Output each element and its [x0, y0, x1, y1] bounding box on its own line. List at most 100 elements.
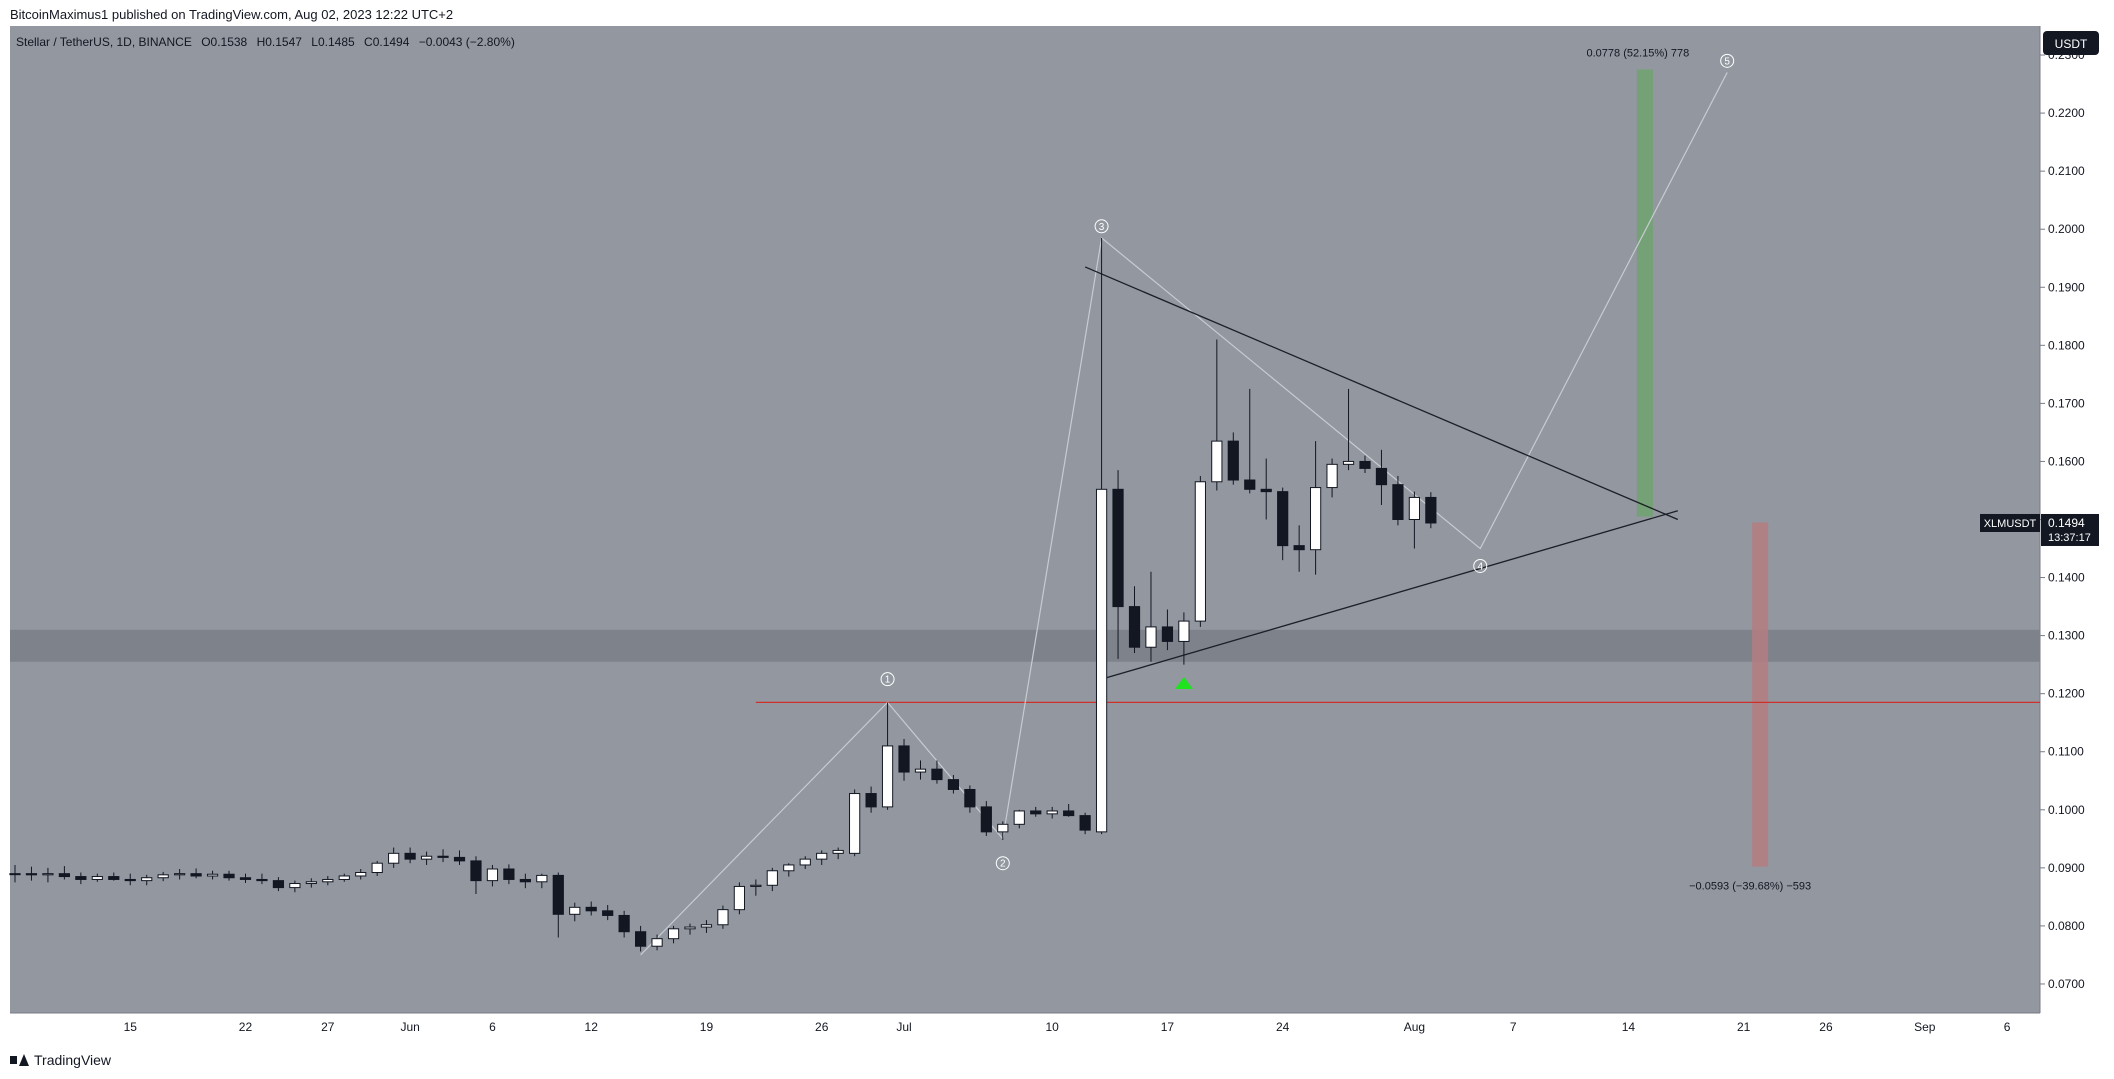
- price-axis-background[interactable]: [2040, 0, 2114, 1013]
- candle[interactable]: [585, 901, 597, 916]
- candle[interactable]: [58, 866, 70, 880]
- candle[interactable]: [602, 905, 614, 921]
- candle[interactable]: [1095, 237, 1108, 835]
- candle[interactable]: [486, 864, 499, 887]
- candle[interactable]: [997, 821, 1009, 840]
- candle[interactable]: [420, 851, 433, 865]
- candle[interactable]: [1145, 571, 1157, 662]
- candle[interactable]: [799, 856, 811, 870]
- candle[interactable]: [1375, 449, 1388, 505]
- candle[interactable]: [931, 760, 943, 784]
- candle[interactable]: [898, 738, 910, 781]
- candle[interactable]: [91, 873, 103, 882]
- candle[interactable]: [783, 863, 795, 877]
- currency-badge-bg[interactable]: [2043, 31, 2099, 55]
- candle[interactable]: [1063, 803, 1075, 817]
- candle-body: [898, 745, 910, 773]
- candle[interactable]: [1359, 455, 1371, 474]
- candle[interactable]: [141, 874, 153, 886]
- candle[interactable]: [1112, 470, 1124, 659]
- candle[interactable]: [1392, 475, 1404, 526]
- candle[interactable]: [1194, 475, 1206, 627]
- candle-body: [651, 938, 663, 947]
- candle[interactable]: [75, 872, 87, 885]
- candle[interactable]: [256, 873, 268, 885]
- candle[interactable]: [25, 866, 38, 881]
- candle[interactable]: [733, 882, 745, 915]
- candle[interactable]: [503, 864, 515, 885]
- candle[interactable]: [1013, 809, 1025, 829]
- candle[interactable]: [437, 849, 449, 863]
- candle[interactable]: [865, 786, 877, 813]
- candle-body: [486, 868, 499, 882]
- candle[interactable]: [1408, 491, 1420, 549]
- candle[interactable]: [849, 789, 861, 857]
- candle[interactable]: [108, 872, 120, 881]
- candle[interactable]: [174, 869, 186, 880]
- candle-body: [190, 873, 202, 877]
- candle[interactable]: [536, 873, 548, 889]
- candle[interactable]: [881, 702, 894, 810]
- candle[interactable]: [404, 847, 416, 864]
- candle[interactable]: [618, 910, 630, 938]
- candle[interactable]: [355, 869, 367, 880]
- candle[interactable]: [635, 925, 647, 952]
- candle[interactable]: [766, 867, 778, 892]
- target-up-label: 0.0778 (52.15%) 778: [1587, 48, 1690, 60]
- candle[interactable]: [1211, 339, 1223, 491]
- candle[interactable]: [124, 873, 136, 886]
- candle[interactable]: [1178, 612, 1190, 665]
- candle[interactable]: [964, 785, 976, 813]
- candle[interactable]: [717, 905, 729, 929]
- candle[interactable]: [371, 860, 383, 876]
- candle[interactable]: [980, 801, 992, 836]
- candle[interactable]: [519, 873, 531, 889]
- candle[interactable]: [1128, 586, 1141, 654]
- candle[interactable]: [42, 867, 54, 883]
- candle[interactable]: [1244, 388, 1256, 494]
- candle[interactable]: [9, 864, 21, 883]
- candle[interactable]: [832, 847, 844, 860]
- candle[interactable]: [1161, 609, 1174, 651]
- candle[interactable]: [1342, 388, 1355, 471]
- candle[interactable]: [1277, 487, 1289, 561]
- candle[interactable]: [289, 880, 301, 893]
- candle[interactable]: [1046, 806, 1058, 819]
- candle[interactable]: [206, 870, 219, 880]
- candle[interactable]: [914, 760, 927, 780]
- candle[interactable]: [750, 879, 762, 896]
- candle[interactable]: [223, 870, 235, 881]
- currency-badge[interactable]: USDT: [2043, 31, 2099, 55]
- candle[interactable]: [667, 925, 680, 944]
- candle[interactable]: [239, 873, 252, 883]
- tradingview-logo[interactable]: TradingView: [10, 1052, 111, 1068]
- candle[interactable]: [305, 878, 317, 888]
- candle[interactable]: [470, 856, 482, 894]
- candle[interactable]: [157, 871, 169, 882]
- candle[interactable]: [272, 877, 285, 892]
- candle[interactable]: [190, 868, 202, 879]
- candle[interactable]: [1030, 806, 1042, 817]
- candle[interactable]: [552, 872, 564, 938]
- candle[interactable]: [816, 850, 828, 865]
- candle[interactable]: [1293, 525, 1305, 572]
- candle[interactable]: [700, 920, 713, 933]
- candle[interactable]: [684, 923, 696, 935]
- candle-body: [766, 870, 778, 886]
- candle[interactable]: [1425, 492, 1437, 529]
- candle[interactable]: [388, 847, 400, 868]
- candle[interactable]: [947, 774, 960, 794]
- candle[interactable]: [1260, 458, 1272, 520]
- plot-background[interactable]: [10, 26, 2040, 1013]
- candle[interactable]: [1326, 458, 1338, 498]
- candle[interactable]: [1079, 812, 1091, 835]
- candle[interactable]: [651, 934, 663, 951]
- candle[interactable]: [453, 850, 466, 865]
- candle[interactable]: [569, 902, 581, 922]
- candle[interactable]: [1310, 441, 1322, 575]
- candle[interactable]: [322, 875, 334, 886]
- candle[interactable]: [1227, 432, 1239, 485]
- candle[interactable]: [338, 873, 350, 882]
